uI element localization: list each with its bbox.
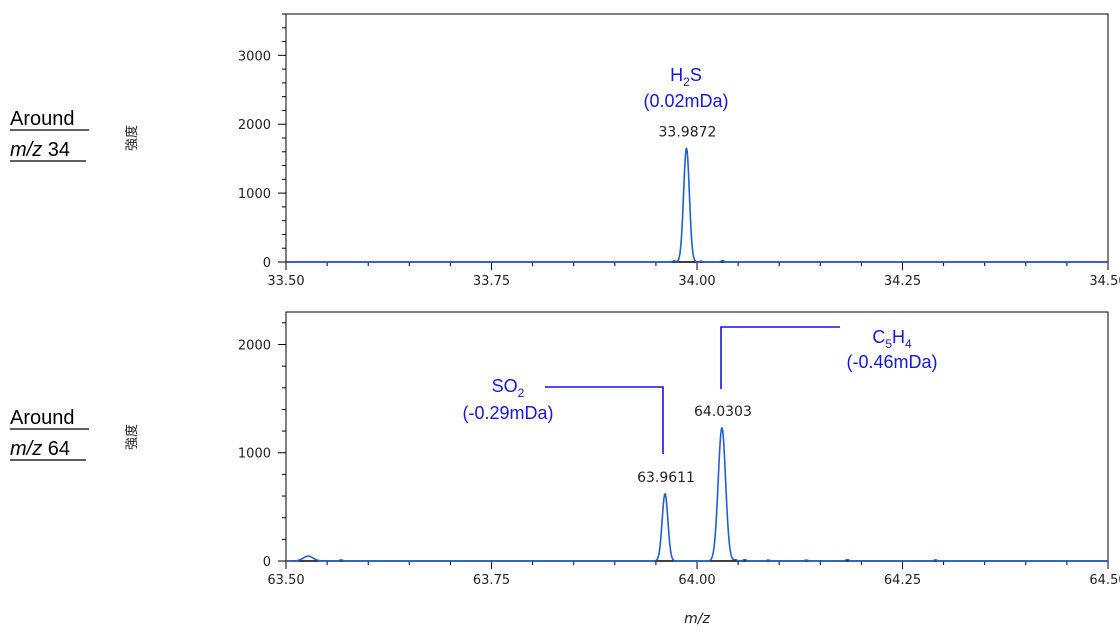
- formula-subscript: 2: [683, 75, 690, 89]
- annotation-mass-error: (-0.46mDa): [846, 352, 937, 372]
- annotation-mass-error: (-0.29mDa): [462, 403, 553, 423]
- x-axis-ticks: 63.50 63.75 64.00 64.25 64.50: [267, 561, 1120, 588]
- peak-mz-label: 33.9872: [659, 124, 717, 140]
- x-tick-label: 34.00: [678, 274, 715, 289]
- annotation-formula: H2S: [670, 65, 702, 89]
- annotation-c5h4: C5H4 (-0.46mDa): [720, 326, 938, 389]
- x-tick-label: 33.50: [267, 274, 304, 289]
- formula-part: S: [690, 65, 702, 85]
- panel-mz34: Around m/z 34 強度 0 1000 2000 3000 33.50 33.7…: [10, 13, 1120, 289]
- x-tick-label: 33.75: [473, 274, 510, 289]
- y-axis-label: 強度: [124, 424, 140, 450]
- y-tick-label: 1000: [238, 187, 271, 202]
- y-tick-label: 3000: [238, 49, 271, 64]
- peak-labels: 63.9611 64.0303: [637, 404, 752, 486]
- x-tick-label: 64.50: [1089, 573, 1120, 588]
- formula-part: SO: [492, 376, 518, 396]
- y-tick-label: 0: [263, 555, 271, 570]
- x-axis-ticks: 33.50 33.75 34.00 34.25 34.50: [267, 262, 1120, 289]
- y-axis-ticks: 0 1000 2000: [238, 322, 286, 570]
- row-label-mz-value: 34: [42, 139, 70, 161]
- row-label-mz: m/z 34: [10, 139, 70, 161]
- spectrum-line: [285, 427, 1109, 562]
- x-tick-label: 34.25: [884, 274, 921, 289]
- annotation-leader-line: [545, 386, 664, 454]
- y-tick-label: 0: [263, 256, 271, 271]
- panel-mz64: Around m/z 64 強度 0 1000 2000 63.50 63.75 64.…: [10, 311, 1120, 627]
- annotation-mass-error: (0.02mDa): [643, 91, 728, 111]
- plot-frame: [285, 311, 1109, 562]
- spectrum-trace: [285, 147, 1109, 263]
- formula-part: H: [892, 327, 905, 347]
- x-tick-label: 34.50: [1089, 274, 1120, 289]
- row-label-around: Around: [10, 407, 75, 429]
- x-tick-label: 64.00: [678, 573, 715, 588]
- x-axis-title: m/z: [684, 611, 710, 627]
- y-axis-ticks: 0 1000 2000 3000: [238, 13, 286, 271]
- formula-part: H: [670, 65, 683, 85]
- y-tick-label: 1000: [238, 447, 271, 462]
- y-tick-label: 2000: [238, 338, 271, 353]
- x-tick-label: 64.25: [884, 573, 921, 588]
- annotation-leader-line: [720, 326, 840, 389]
- y-tick-label: 2000: [238, 118, 271, 133]
- row-label-around: Around: [10, 108, 75, 130]
- formula-part: C: [872, 327, 885, 347]
- row-label-mz: m/z 64: [10, 438, 70, 460]
- row-label-mz-italic: m/z: [10, 438, 42, 460]
- x-tick-label: 63.50: [267, 573, 304, 588]
- peak-labels: 33.9872: [659, 124, 717, 140]
- annotation-so2: SO2 (-0.29mDa): [462, 376, 664, 454]
- formula-subscript: 2: [518, 386, 525, 400]
- peak-mz-label: 64.0303: [694, 404, 752, 420]
- formula-subscript: 5: [885, 337, 892, 351]
- y-axis-label: 強度: [124, 125, 140, 151]
- x-tick-label: 63.75: [473, 573, 510, 588]
- formula-subscript: 4: [905, 337, 912, 351]
- annotation-formula: C5H4: [872, 327, 912, 351]
- spectrum-line: [285, 147, 1109, 263]
- row-label-mz-italic: m/z: [10, 139, 42, 161]
- peak-mz-label: 63.9611: [637, 470, 695, 486]
- spectrum-trace: [285, 427, 1109, 562]
- annotation-formula: SO2: [492, 376, 525, 400]
- annotation-h2s: H2S (0.02mDa): [643, 65, 728, 111]
- row-label-mz-value: 64: [42, 438, 70, 460]
